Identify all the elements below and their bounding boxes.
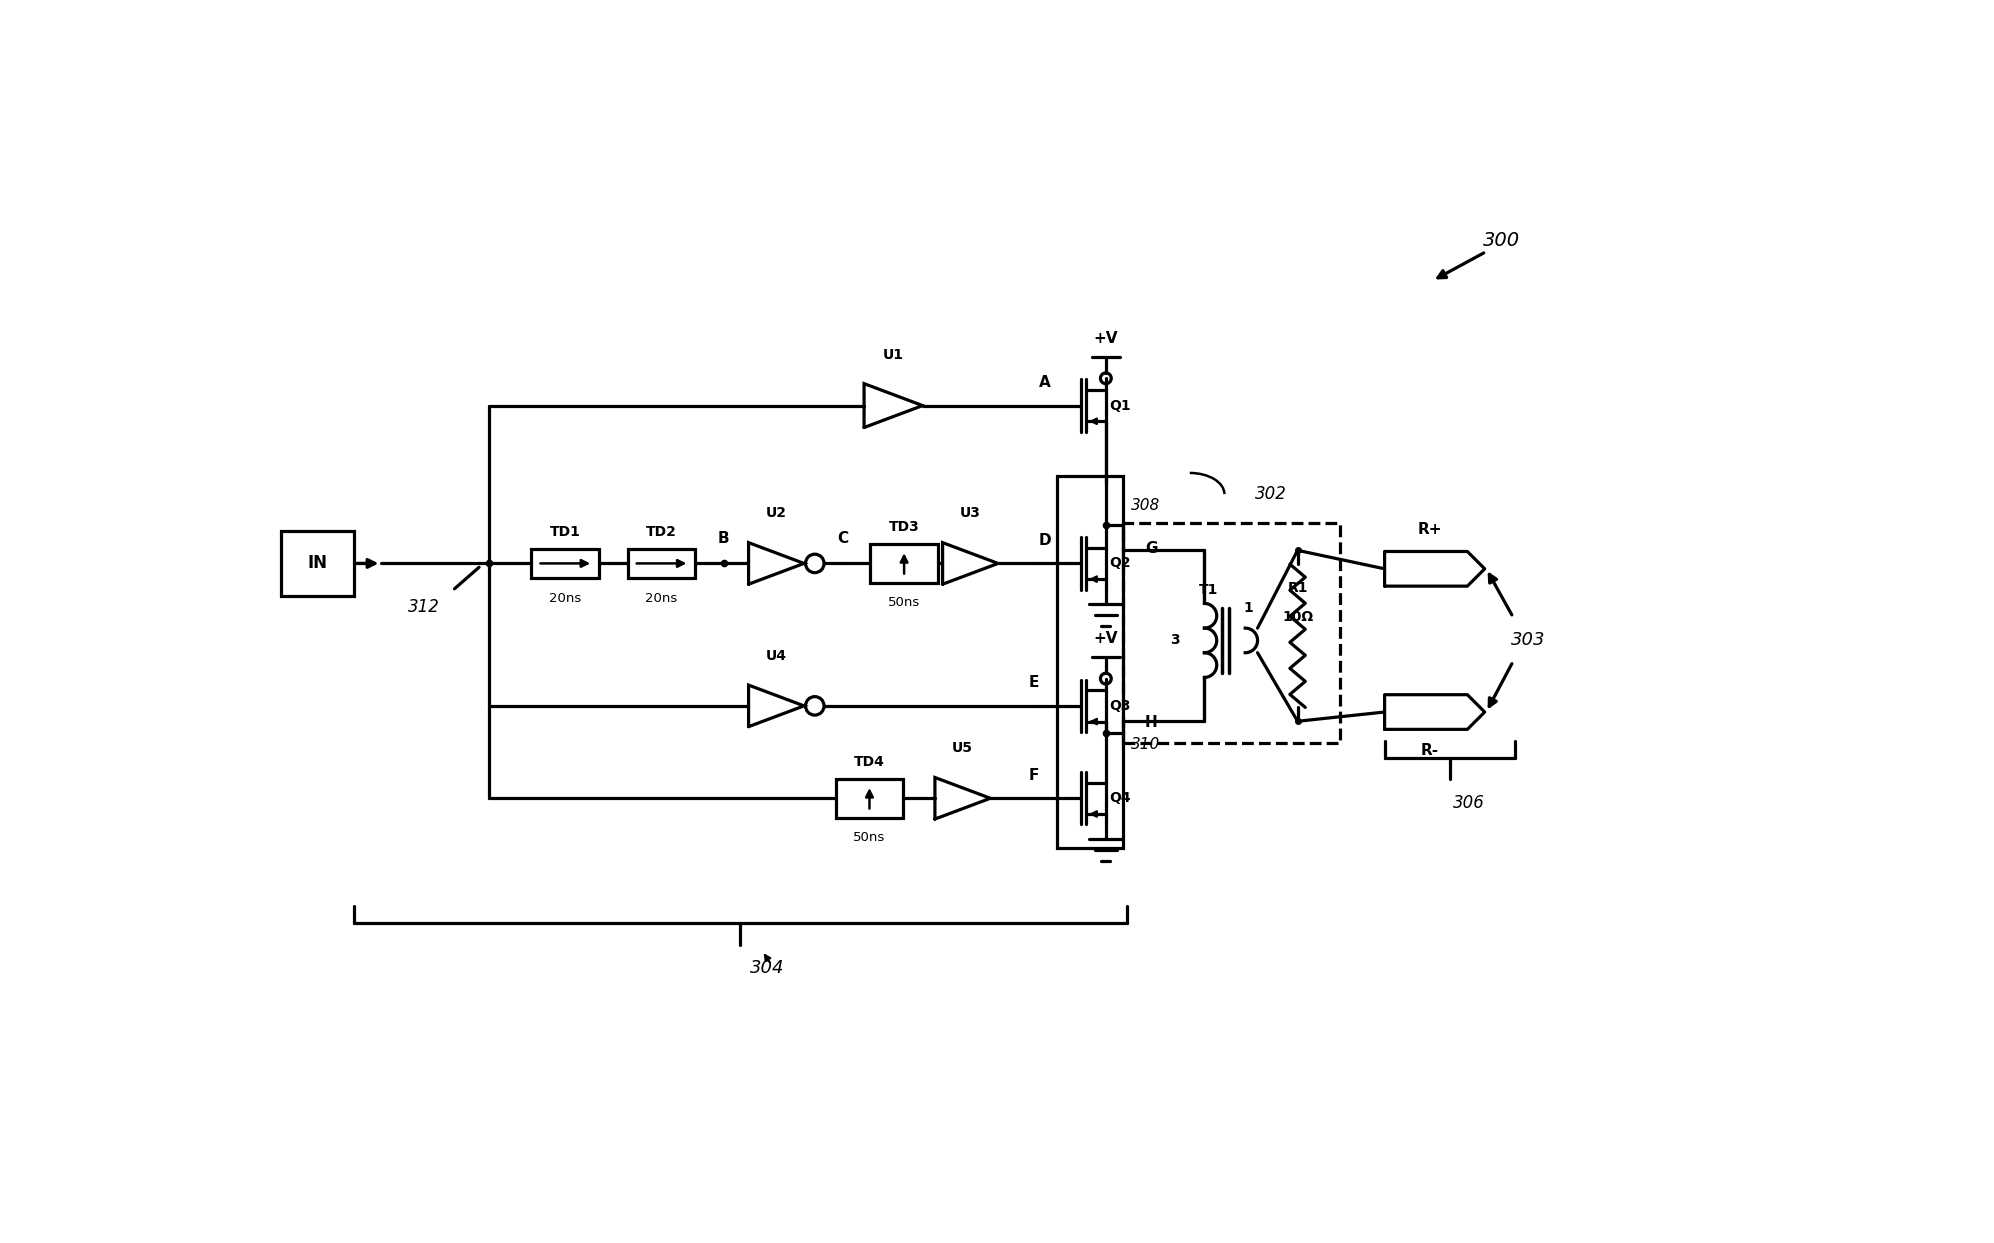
Text: U2: U2 (766, 506, 788, 521)
Text: 20ns: 20ns (646, 592, 678, 604)
Text: TD3: TD3 (889, 521, 919, 534)
Text: 304: 304 (750, 958, 786, 977)
Text: D: D (1039, 533, 1051, 548)
Text: 310: 310 (1131, 737, 1161, 752)
Text: 306: 306 (1454, 793, 1486, 812)
Text: +V: +V (1093, 331, 1119, 346)
Bar (869, 544, 937, 583)
Text: Q4: Q4 (1109, 792, 1131, 805)
Text: IN: IN (307, 554, 327, 573)
Text: C: C (837, 531, 849, 546)
Text: 308: 308 (1131, 498, 1161, 513)
Text: 1: 1 (1244, 602, 1252, 615)
Text: 300: 300 (1484, 230, 1519, 250)
Bar (1057, 476, 1123, 848)
Text: A: A (1039, 375, 1051, 390)
Text: B: B (718, 531, 730, 546)
Text: +V: +V (1093, 631, 1119, 646)
Text: U3: U3 (959, 506, 981, 521)
Bar (1123, 522, 1340, 743)
Text: G: G (1145, 541, 1159, 557)
Text: Q2: Q2 (1109, 557, 1131, 571)
Text: 10Ω: 10Ω (1282, 609, 1314, 624)
Bar (281, 531, 355, 595)
Text: T1: T1 (1198, 583, 1218, 598)
Text: R1: R1 (1288, 580, 1308, 595)
Text: 50ns: 50ns (853, 832, 885, 844)
Text: Q3: Q3 (1109, 699, 1131, 713)
Text: TD1: TD1 (550, 525, 580, 539)
Text: U1: U1 (883, 348, 903, 362)
Text: U5: U5 (951, 741, 973, 756)
Text: 302: 302 (1254, 485, 1286, 503)
Text: 303: 303 (1511, 631, 1545, 649)
Text: R-: R- (1420, 743, 1440, 758)
Text: Q1: Q1 (1109, 399, 1131, 413)
Text: E: E (1029, 675, 1039, 690)
Text: 50ns: 50ns (887, 597, 921, 609)
Text: U4: U4 (766, 649, 788, 663)
Text: TD4: TD4 (853, 755, 885, 769)
Bar (628, 549, 696, 578)
Bar (532, 549, 598, 578)
Text: R+: R+ (1418, 522, 1442, 537)
Text: 312: 312 (407, 598, 439, 617)
Text: 3: 3 (1170, 634, 1180, 648)
Text: TD2: TD2 (646, 525, 678, 539)
Text: 20ns: 20ns (548, 592, 582, 604)
Text: H: H (1145, 715, 1159, 731)
Text: F: F (1029, 768, 1039, 783)
Bar (835, 779, 903, 818)
